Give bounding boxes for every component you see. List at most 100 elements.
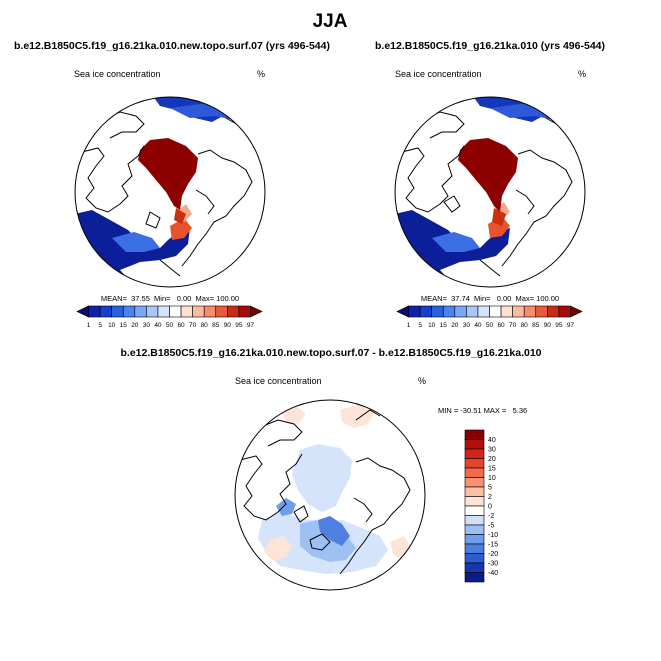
colorbar-1-swatch-14: [558, 305, 571, 318]
colorbar-0-swatch-8: [169, 305, 182, 318]
colorbar-2-swatch-8: [464, 505, 485, 516]
colorbar-0-tick-label: 15: [120, 322, 128, 329]
panel-left-map: [75, 97, 265, 287]
panel-right-units: %: [578, 69, 586, 79]
colorbar-0-tick-label: 80: [201, 322, 209, 329]
panel-left: b.e12.B1850C5.f19_g16.21ka.010.new.topo.…: [14, 40, 330, 329]
colorbar-0-swatch-4: [122, 305, 136, 318]
colorbar-2-tick-label: -5: [488, 523, 494, 530]
colorbar-0-swatch-7: [157, 305, 170, 318]
colorbar-2-tick-label: 5: [488, 485, 492, 492]
colorbar-0-tick-label: 97: [247, 322, 255, 329]
colorbar-1-swatch-8: [489, 305, 502, 318]
colorbar-1-tick-label: 70: [509, 322, 517, 329]
colorbar-1-tick-label: 15: [440, 322, 448, 329]
colorbar-1-swatch-2: [419, 305, 432, 318]
colorbar-1-swatch-13: [547, 305, 560, 318]
colorbar-2-swatch-11: [464, 534, 485, 545]
colorbar-1-swatch-6: [466, 305, 479, 318]
map-right-boundary: [394, 96, 586, 288]
map-left-arctic-ice: [138, 138, 198, 210]
panel-right-title: b.e12.B1850C5.f19_g16.21ka.010 (yrs 496-…: [375, 40, 605, 52]
colorbar-0-tick-label: 40: [154, 322, 162, 329]
colorbar-2-swatch-3: [464, 458, 485, 469]
colorbar-1-swatch-5: [454, 305, 467, 318]
panel-right: b.e12.B1850C5.f19_g16.21ka.010 (yrs 496-…: [375, 40, 605, 329]
colorbar-1-swatch-12: [535, 305, 548, 318]
colorbar-1-tick-label: 50: [486, 322, 494, 329]
colorbar-2-tick-label: -2: [488, 513, 494, 520]
colorbar-2-swatch-4: [464, 467, 485, 478]
colorbar-1-tick-label: 85: [532, 322, 540, 329]
colorbar-1-swatch-10: [512, 305, 525, 318]
colorbar-1-tick-label: 95: [555, 322, 563, 329]
colorbar-0-tick-label: 20: [131, 322, 139, 329]
colorbar-0-swatch-15: [250, 305, 263, 318]
colorbar-1-tick-label: 5: [418, 322, 422, 329]
colorbar-0-swatch-14: [238, 305, 251, 318]
colorbar-2-tick-label: 2: [488, 494, 492, 501]
colorbar-2-swatch-12: [464, 543, 485, 554]
colorbar-0-tick-label: 5: [98, 322, 102, 329]
colorbar-0-swatch-2: [99, 305, 112, 318]
colorbar-2-swatch-6: [464, 486, 485, 497]
colorbar-1-swatch-1: [408, 305, 421, 318]
panel-difference: b.e12.B1850C5.f19_g16.21ka.010.new.topo.…: [120, 347, 542, 591]
colorbar-2-swatch-5: [464, 477, 485, 488]
colorbar-1-swatch-0: [396, 305, 409, 318]
map-right-arctic-ice: [458, 138, 518, 212]
colorbar-2-tick-label: 10: [488, 475, 496, 482]
colorbar-0-tick-label: 70: [189, 322, 197, 329]
colorbar-2-swatch-9: [464, 515, 485, 526]
colorbar-1-swatch-3: [431, 305, 444, 318]
colorbar-2-swatch-1: [464, 439, 485, 450]
colorbar-0-tick-label: 50: [166, 322, 174, 329]
colorbar-1-tick-label: 60: [497, 322, 505, 329]
colorbar-2-swatch-13: [464, 553, 485, 564]
colorbar-right: 1 5 10 15 20 30 40 50 60 70 80 85 90 95 97: [396, 305, 583, 329]
panel-right-field-label: Sea ice concentration: [395, 69, 482, 79]
colorbar-0-swatch-11: [203, 305, 217, 318]
panel-left-units: %: [257, 69, 265, 79]
map-diff-lightblue-center: [292, 444, 352, 512]
colorbar-0-swatch-13: [227, 305, 240, 318]
colorbar-2-swatch-0: [464, 429, 485, 440]
panel-diff-title: b.e12.B1850C5.f19_g16.21ka.010.new.topo.…: [120, 347, 541, 359]
colorbar-2-tick-label: -20: [488, 551, 498, 558]
colorbar-2-swatch-7: [464, 496, 485, 507]
panel-diff-field-label: Sea ice concentration: [235, 376, 322, 386]
colorbar-1-swatch-4: [442, 305, 456, 318]
colorbar-2-tick-label: -40: [488, 570, 498, 577]
colorbar-2-swatch-10: [464, 524, 485, 535]
colorbar-1-tick-label: 40: [474, 322, 482, 329]
colorbar-2-swatch-15: [464, 572, 485, 583]
colorbar-2-swatch-14: [464, 562, 485, 573]
colorbar-1-tick-label: 10: [428, 322, 436, 329]
panel-left-stats: MEAN= 37.55 Min= 0.00 Max= 100.00: [101, 294, 239, 303]
colorbar-1-tick-label: 1: [407, 322, 411, 329]
colorbar-0-tick-label: 60: [177, 322, 185, 329]
map-left-boundary: [74, 96, 266, 288]
colorbar-0-swatch-6: [146, 305, 159, 318]
colorbar-1-swatch-15: [570, 305, 583, 318]
colorbar-0-tick-label: 85: [212, 322, 220, 329]
colorbar-1-tick-label: 80: [521, 322, 529, 329]
colorbar-2-tick-label: 20: [488, 456, 496, 463]
colorbar-2-tick-label: 40: [488, 437, 496, 444]
colorbar-0-swatch-12: [215, 305, 228, 318]
panel-diff-stats: MIN = -30.51 MAX = 5.36: [438, 406, 527, 415]
colorbar-0-tick-label: 1: [87, 322, 91, 329]
panel-diff-map: [235, 400, 425, 590]
colorbar-0-swatch-0: [76, 305, 89, 318]
colorbar-2-tick-label: 15: [488, 466, 496, 473]
colorbar-0-swatch-3: [111, 305, 124, 318]
colorbar-2-tick-label: 30: [488, 447, 496, 454]
colorbar-2-tick-label: -15: [488, 542, 498, 549]
colorbar-left: 1 5 10 15 20 30 40 50 60 70 80 85 90 95 97: [76, 305, 263, 329]
colorbar-0-tick-label: 95: [235, 322, 243, 329]
page-title: JJA: [313, 11, 348, 32]
panel-left-field-label: Sea ice concentration: [74, 69, 161, 79]
panel-diff-units: %: [418, 376, 426, 386]
map-diff-boundary: [234, 399, 426, 591]
